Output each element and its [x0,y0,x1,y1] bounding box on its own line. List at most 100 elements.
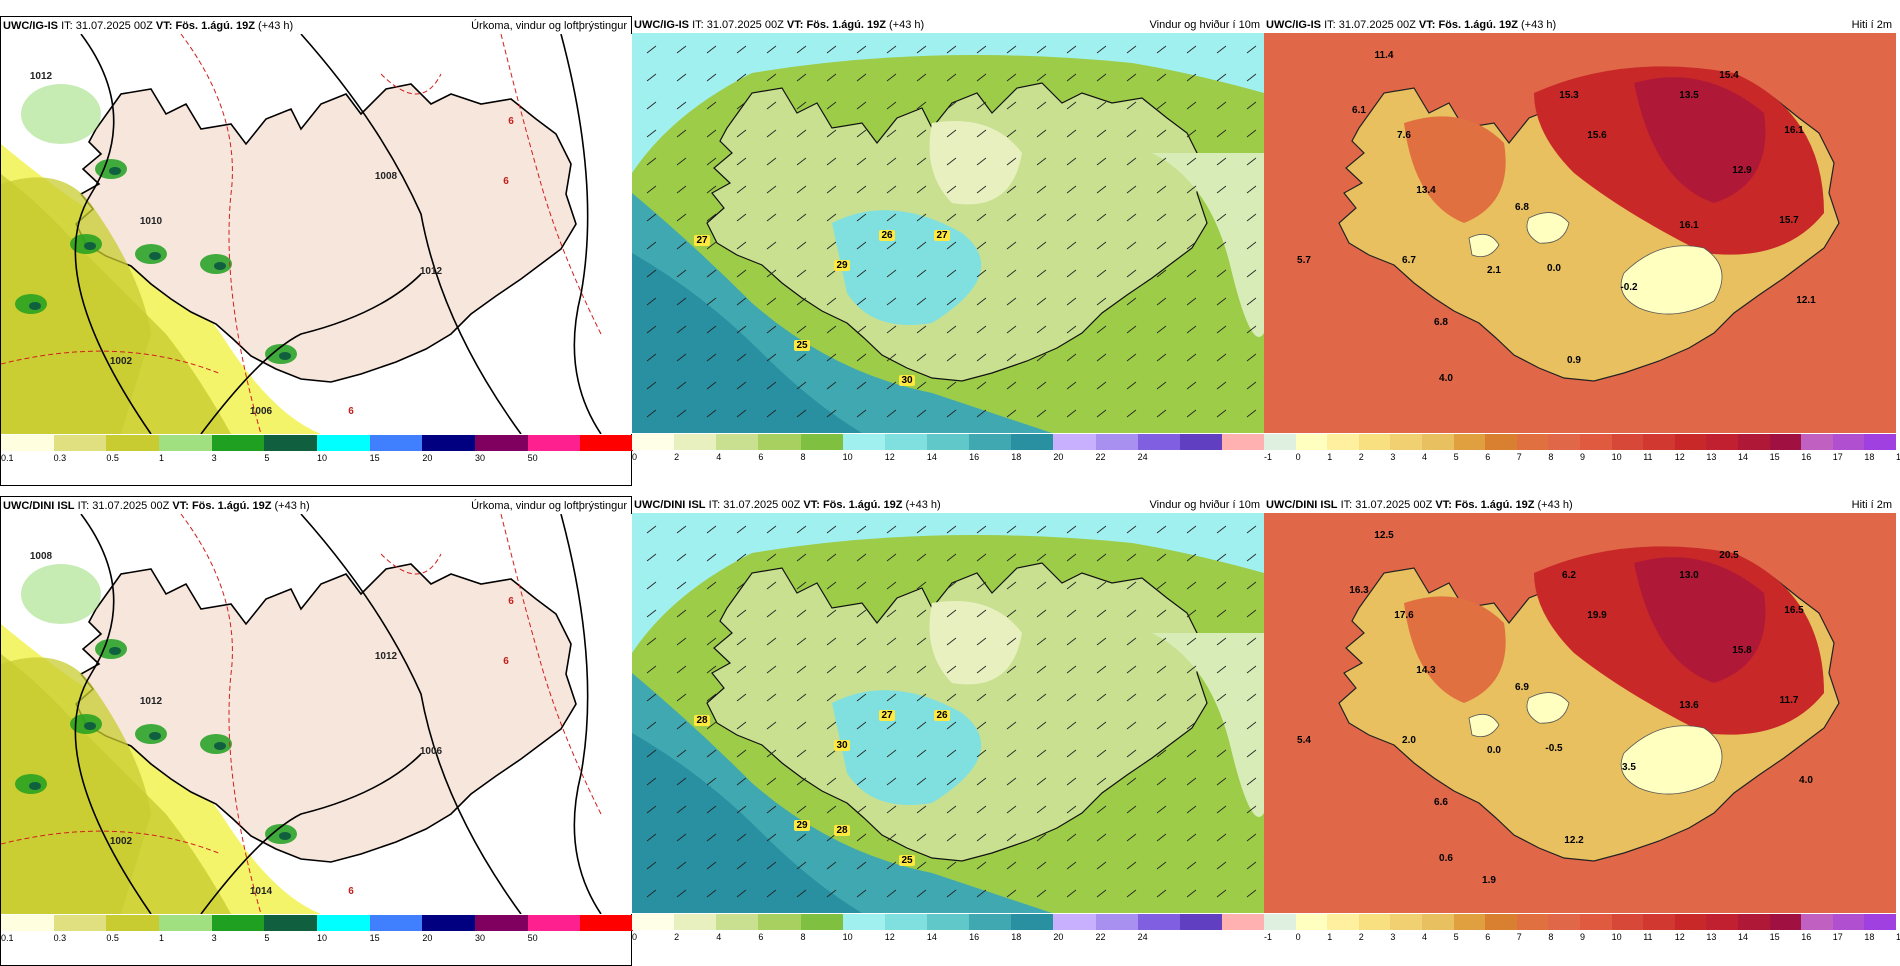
colorbar-tick-label: 18 [1011,452,1022,462]
wind-arrow [916,73,927,82]
temp-map: 12.5 20.5 6.2 13.0 16.3 17.6 19.9 16.5 15.8 14.3 6… [1264,513,1896,913]
wind-arrow [856,157,867,166]
temp-value-label: 16.1 [1784,125,1804,136]
wind-arrow [1126,749,1137,758]
wind-arrow [796,665,807,674]
temp-value-label: 5.7 [1297,255,1311,266]
wind-arrow [796,157,807,166]
wind-arrow [856,101,867,110]
wind-arrow [1156,409,1167,418]
wind-arrow [1246,525,1257,534]
wind-arrow [826,553,837,562]
temp-value-label: 3.5 [1622,762,1636,773]
isotherm [1,350,222,375]
temp-value-label: 0.9 [1567,355,1581,366]
wind-arrow [1126,185,1137,194]
wind-arrow [766,637,777,646]
wind-arrow [946,581,957,590]
wind-arrow [676,749,687,758]
wind-arrow [646,665,657,674]
wind-arrow [766,861,777,870]
temp-value-label: 19.9 [1587,610,1607,621]
wind-arrow [1006,241,1017,250]
wind-arrow [1036,353,1047,362]
wind-arrow [886,889,897,898]
wind-arrow [1216,693,1227,702]
wind-arrow [736,297,747,306]
colorbar-swatch [1221,434,1265,450]
wind-arrow [1156,637,1167,646]
it-label: IT: [692,19,704,31]
isobar-label: 1014 [250,886,273,897]
colorbar-swatch [1,915,54,931]
temp-map: 11.4 15.4 15.3 13.5 6.1 7.6 15.6 16.1 12.9 13.4 6.… [1264,33,1896,433]
wind-arrow [976,101,987,110]
wind-area [929,601,1022,685]
wind-arrow [856,213,867,222]
colorbar-swatch [159,915,212,931]
colorbar-tick-label: 24 [1137,932,1148,942]
isobar-label: 1012 [140,696,163,707]
it-value: 31.07.2025 00Z [706,19,784,31]
wind-arrow [976,185,987,194]
wind-arrow [946,45,957,54]
colorbar-tick-label: 11 [1643,932,1653,942]
wind-arrow [1036,101,1047,110]
precip-map-canvas: 1008101210121014100610026664 [1,514,633,914]
vt-value: Fös. 1.ágú. 19Z [806,19,886,31]
wind-arrow [916,609,927,618]
colorbar-tick-label: 12 [884,932,895,942]
wind-arrow [826,525,837,534]
wind-arrow [1036,73,1047,82]
wind-arrow [1096,157,1107,166]
wind-arrow [976,777,987,786]
wind-arrow [796,637,807,646]
wind-arrow [676,889,687,898]
wind-arrow [826,889,837,898]
wind-arrow [1216,45,1227,54]
vt-value: Fös. 1.ágú. 19Z [1454,499,1535,511]
wind-arrow [646,553,657,562]
wind-arrow [1246,381,1257,390]
wind-arrow [1066,101,1077,110]
temp-value-label: 6.6 [1434,797,1448,808]
wind-arrow [856,777,867,786]
wind-arrow [1096,185,1107,194]
wind-arrow [646,721,657,730]
wind-arrow [1186,861,1197,870]
wind-arrow [1096,553,1107,562]
wind-arrow [676,213,687,222]
wind-arrow [796,325,807,334]
wind-arrow [916,157,927,166]
wind-arrow [766,73,777,82]
glacier-cold-area [1526,212,1570,244]
colorbar-tick-label: 19 [1896,452,1900,462]
colorbar-tick-label: 18 [1011,932,1022,942]
model-name: UWC/IG-IS [1266,19,1321,31]
wind-arrow [1156,45,1167,54]
gust-label-box [794,340,810,351]
wind-arrow [1006,297,1017,306]
colorbar-tick-label: 12 [1674,932,1685,942]
wind-arrow [766,609,777,618]
colorbar-tick-label: 0.5 [106,453,119,463]
colorbar-swatch [264,435,318,451]
wind-arrow [916,297,927,306]
vt-value: Fös. 1.ágú. 19Z [175,20,255,32]
wind-arrow [796,609,807,618]
wind-area [632,513,1264,653]
wind-arrow [706,45,717,54]
wind-arrow [766,525,777,534]
wind-arrow [1096,297,1107,306]
wind-arrow [1096,409,1107,418]
wind-arrow [856,693,867,702]
temp-value-label: 2.1 [1487,265,1501,276]
colorbar-swatch [1327,914,1359,930]
gust-label-box [879,710,895,721]
wind-arrow [976,297,987,306]
wind-arrow [766,777,777,786]
wind-arrow [976,241,987,250]
wind-arrow [1096,525,1107,534]
wind-arrow [1186,525,1197,534]
wind-arrow [946,861,957,870]
